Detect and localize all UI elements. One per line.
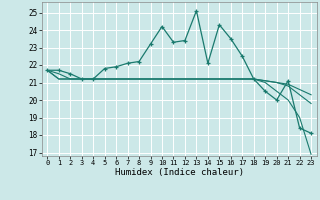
- X-axis label: Humidex (Indice chaleur): Humidex (Indice chaleur): [115, 168, 244, 177]
